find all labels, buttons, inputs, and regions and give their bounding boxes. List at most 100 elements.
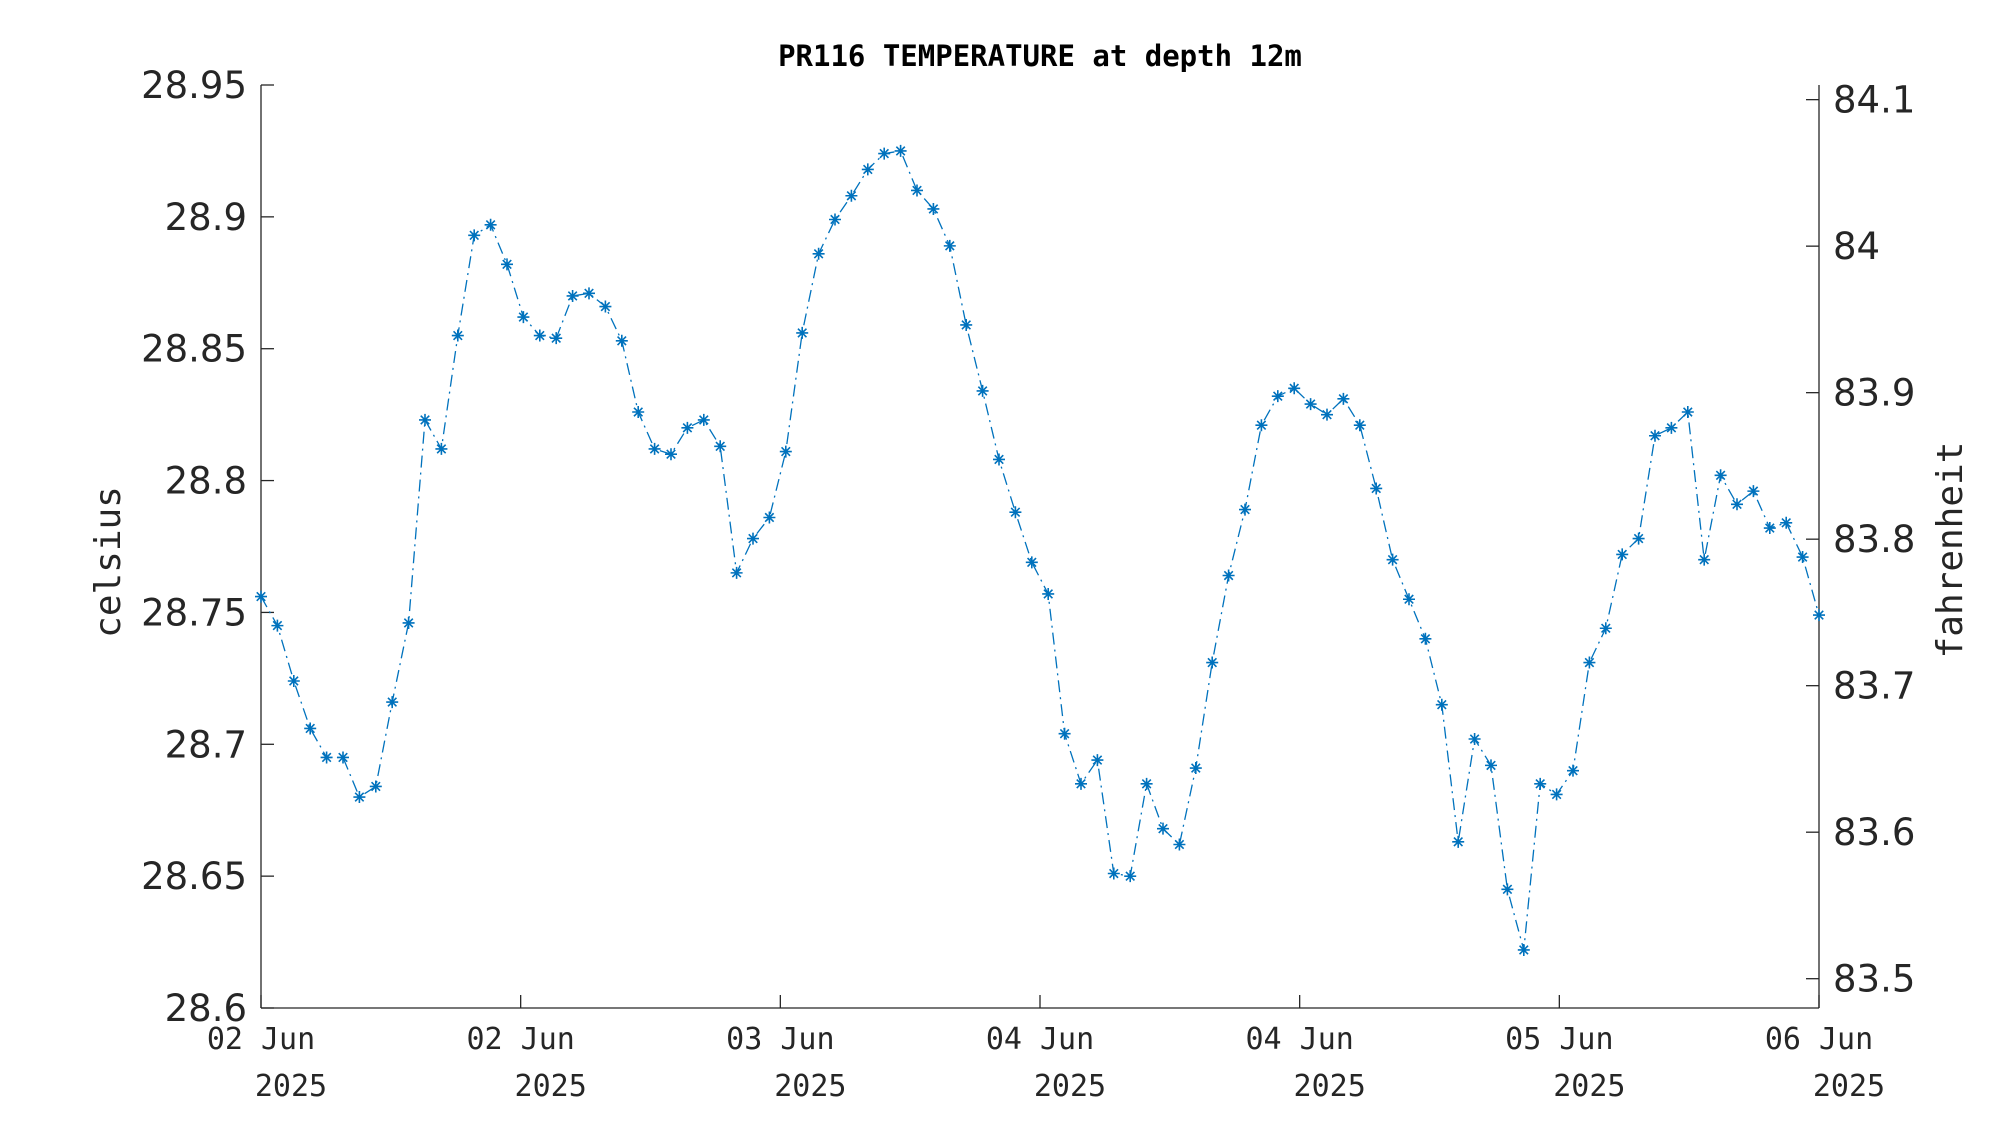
data-point-marker — [763, 511, 776, 524]
data-point-marker — [1649, 429, 1661, 442]
y-tick-label-right: 84.1 — [1833, 79, 1915, 122]
data-point-marker — [1747, 485, 1760, 498]
data-point-marker — [747, 532, 759, 545]
data-point-marker — [1058, 727, 1071, 740]
data-point-marker — [353, 791, 366, 804]
data-point-marker — [533, 329, 546, 342]
data-point-marker — [287, 674, 300, 687]
x-tick-label-date: 02 Jun — [207, 1022, 315, 1057]
data-point-marker — [402, 616, 415, 629]
data-point-marker — [894, 144, 907, 157]
data-point-marker — [632, 406, 645, 419]
y-tick-label-left: 28.75 — [141, 591, 247, 634]
data-point-marker — [320, 751, 333, 764]
chart-title: PR116 TEMPERATURE at depth 12m — [778, 39, 1302, 73]
data-point-marker — [1485, 759, 1497, 772]
x-tick-label-date: 03 Jun — [726, 1022, 834, 1057]
x-tick-label-date: 04 Jun — [986, 1022, 1094, 1057]
data-point-marker — [615, 334, 628, 347]
data-point-marker — [1616, 548, 1629, 561]
data-point-marker — [1452, 835, 1465, 848]
data-point-marker — [1239, 503, 1251, 516]
data-point-marker — [1304, 398, 1317, 411]
data-point-marker — [1042, 587, 1055, 600]
data-point-marker — [1206, 656, 1219, 669]
data-point-marker — [1353, 419, 1366, 432]
y-tick-label-left: 28.8 — [165, 460, 247, 503]
data-point-marker — [993, 453, 1005, 466]
data-point-marker — [1583, 656, 1596, 669]
data-point-marker — [1173, 838, 1186, 851]
x-tick-label-date: 06 Jun — [1765, 1022, 1873, 1057]
data-point-marker — [1681, 406, 1694, 419]
data-point-marker — [927, 202, 940, 215]
x-tick-label-year: 2025 — [255, 1069, 327, 1104]
y-tick-label-right: 83.7 — [1833, 665, 1915, 708]
data-point-marker — [943, 239, 956, 252]
data-point-marker — [1075, 777, 1087, 790]
y-tick-label-left: 28.9 — [165, 196, 247, 239]
data-point-marker — [1009, 506, 1022, 519]
y-tick-label-left: 28.65 — [141, 855, 247, 898]
data-point-marker — [468, 229, 481, 242]
x-tick-label-year: 2025 — [1553, 1069, 1625, 1104]
x-tick-label-date: 05 Jun — [1505, 1022, 1613, 1057]
ticks: 28.6 28.65 28.7 28.75 28.8 28.85 28.9 28.95 83.5… — [141, 64, 1915, 1104]
data-point-marker — [501, 258, 513, 271]
data-point-marker — [386, 696, 399, 709]
data-point-marker — [911, 184, 923, 197]
y-tick-label-left: 28.85 — [141, 328, 247, 371]
data-point-marker — [730, 566, 743, 579]
data-point-marker — [960, 318, 973, 331]
y-tick-label-left: 28.95 — [141, 64, 247, 107]
data-point-marker — [861, 163, 874, 176]
data-point-marker — [648, 442, 661, 455]
data-point-marker — [1107, 867, 1120, 880]
data-point-marker — [1731, 498, 1743, 511]
data-point-marker — [1288, 382, 1301, 395]
data-point-marker — [1255, 419, 1268, 432]
data-point-marker — [1189, 762, 1202, 775]
series — [255, 144, 1825, 956]
data-point-marker — [1550, 788, 1563, 801]
series-line — [260, 150, 1820, 951]
y-tick-label-right: 83.9 — [1833, 372, 1915, 415]
y-tick-label-right: 83.6 — [1833, 811, 1915, 854]
y-tick-label-right: 83.5 — [1833, 958, 1915, 1001]
data-point-marker — [779, 445, 792, 458]
y-axis-label-left: celsius — [88, 486, 129, 638]
x-tick-label-date: 02 Jun — [466, 1022, 574, 1057]
data-point-marker — [1780, 516, 1793, 529]
data-point-marker — [878, 147, 891, 160]
data-point-marker — [451, 329, 464, 342]
x-tick-label-year: 2025 — [515, 1069, 587, 1104]
data-point-marker — [1435, 698, 1448, 711]
data-point-marker — [1714, 469, 1727, 482]
y-tick-label-right: 83.8 — [1833, 518, 1915, 561]
data-point-marker — [796, 326, 809, 339]
data-point-marker — [1698, 553, 1711, 566]
data-point-marker — [1796, 551, 1809, 564]
y-tick-label-left: 28.6 — [165, 987, 247, 1030]
data-point-marker — [1157, 822, 1169, 835]
data-point-marker — [1403, 593, 1415, 606]
data-point-marker — [1321, 408, 1333, 421]
axes — [260, 85, 1820, 1009]
data-point-marker — [1337, 392, 1350, 405]
data-point-marker — [1140, 777, 1153, 790]
data-point-marker — [1271, 390, 1284, 403]
data-point-marker — [1124, 870, 1137, 883]
data-point-marker — [1091, 754, 1104, 767]
data-point-marker — [1025, 556, 1038, 569]
data-point-marker — [369, 780, 382, 793]
data-point-marker — [419, 413, 431, 426]
data-point-marker — [566, 289, 579, 302]
data-point-marker — [665, 448, 677, 461]
x-tick-label-date: 04 Jun — [1245, 1022, 1353, 1057]
data-point-marker — [1599, 622, 1612, 635]
data-point-marker — [1386, 553, 1399, 566]
x-tick-label-year: 2025 — [1294, 1069, 1366, 1104]
data-point-marker — [1632, 532, 1645, 545]
y-axis-label-right: fahrenheit — [1930, 442, 1971, 659]
